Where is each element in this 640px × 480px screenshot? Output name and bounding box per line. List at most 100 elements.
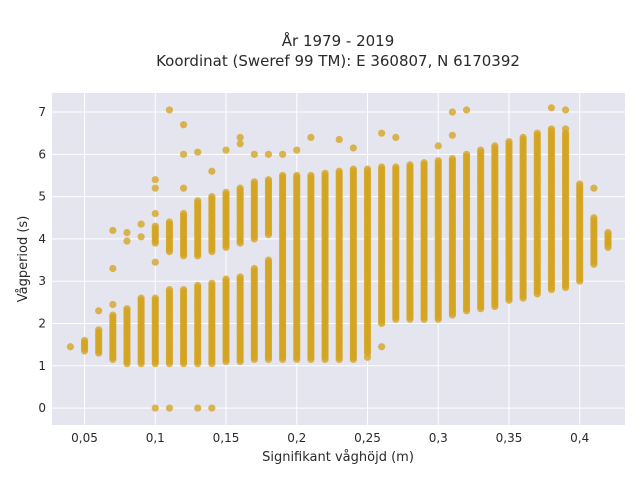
data-point (194, 197, 202, 205)
data-point (123, 228, 131, 237)
data-point (151, 294, 159, 302)
data-point (448, 154, 456, 163)
data-point (151, 404, 159, 412)
x-tick-label: 0,3 (429, 431, 448, 445)
y-tick-label: 7 (38, 105, 46, 119)
data-point (590, 184, 598, 192)
data-point (590, 214, 598, 222)
data-point (378, 163, 386, 171)
data-point (208, 167, 216, 175)
y-axis-title: Vågperiod (s) (16, 216, 31, 303)
data-point (406, 161, 414, 169)
data-point (208, 404, 216, 412)
data-point (335, 167, 343, 175)
data-point (264, 176, 273, 184)
data-point (208, 279, 216, 287)
data-point (165, 218, 174, 226)
y-tick-label: 6 (38, 147, 46, 161)
data-point (236, 140, 244, 148)
data-point (194, 404, 202, 412)
data-point (123, 237, 131, 245)
data-point (462, 106, 471, 114)
x-axis-title: Signifikant våghöjd (m) (262, 450, 414, 465)
data-point (561, 125, 570, 133)
chart-title: År 1979 - 2019 (282, 31, 395, 50)
data-point (80, 336, 89, 345)
data-point (604, 239, 612, 247)
x-tick-label: 0,1 (146, 431, 165, 445)
data-point (95, 326, 103, 334)
y-tick-label: 0 (38, 401, 46, 415)
data-point (434, 157, 442, 165)
x-tick-label: 0,05 (71, 431, 98, 445)
data-point (250, 264, 258, 273)
data-point (279, 150, 287, 158)
data-point (505, 138, 513, 146)
data-point (349, 165, 357, 173)
data-point (137, 220, 145, 228)
data-point (179, 286, 188, 294)
data-point (335, 135, 343, 144)
data-point (222, 146, 230, 154)
data-point (222, 188, 230, 196)
data-point (491, 142, 499, 150)
data-point (293, 171, 301, 180)
data-point (179, 184, 188, 192)
data-point (109, 300, 117, 309)
data-point (519, 133, 527, 142)
x-axis-ticks: 0,05 0,1 0,15 0,2 0,25 0,3 0,35 0,4 (71, 431, 589, 445)
data-point (236, 133, 244, 142)
y-tick-label: 4 (38, 232, 46, 246)
data-point (448, 108, 456, 116)
data-point (462, 150, 471, 158)
data-point (179, 150, 188, 158)
data-point (151, 222, 159, 230)
data-point (448, 131, 456, 139)
data-point (151, 184, 159, 192)
data-point (151, 258, 159, 266)
data-point (349, 144, 357, 152)
data-point (109, 226, 117, 235)
data-point (123, 305, 131, 313)
data-point (547, 104, 556, 112)
data-point (378, 129, 386, 137)
x-tick-label: 0,2 (287, 431, 306, 445)
data-point (109, 264, 117, 273)
data-point (165, 106, 174, 114)
data-point (137, 233, 145, 241)
data-point (363, 353, 372, 361)
data-points (66, 104, 612, 412)
data-point (208, 193, 216, 201)
data-point (307, 171, 315, 180)
data-point (250, 150, 258, 158)
data-point (236, 184, 244, 192)
x-tick-label: 0,15 (213, 431, 240, 445)
chart-subtitle: Koordinat (Sweref 99 TM): E 360807, N 61… (156, 52, 520, 70)
y-tick-label: 2 (38, 316, 46, 330)
data-point (434, 142, 442, 150)
data-point (363, 165, 372, 173)
y-tick-label: 5 (38, 190, 46, 204)
data-point (165, 286, 174, 294)
data-point (321, 169, 329, 177)
x-tick-label: 0,35 (496, 431, 523, 445)
data-point (604, 228, 612, 237)
data-point (250, 178, 258, 186)
data-point (533, 129, 541, 137)
data-point (477, 146, 485, 154)
y-tick-label: 3 (38, 274, 46, 288)
data-point (420, 159, 428, 167)
data-point (236, 273, 244, 281)
data-point (66, 343, 74, 351)
data-point (264, 150, 273, 158)
data-point (151, 176, 159, 184)
data-point (307, 133, 315, 142)
data-point (194, 281, 202, 290)
data-point (547, 125, 556, 133)
data-point (561, 106, 570, 114)
data-point (392, 133, 400, 142)
x-tick-label: 0,4 (570, 431, 589, 445)
y-axis-ticks: 0 1 2 3 4 5 6 7 (38, 105, 46, 415)
data-point (179, 209, 188, 218)
